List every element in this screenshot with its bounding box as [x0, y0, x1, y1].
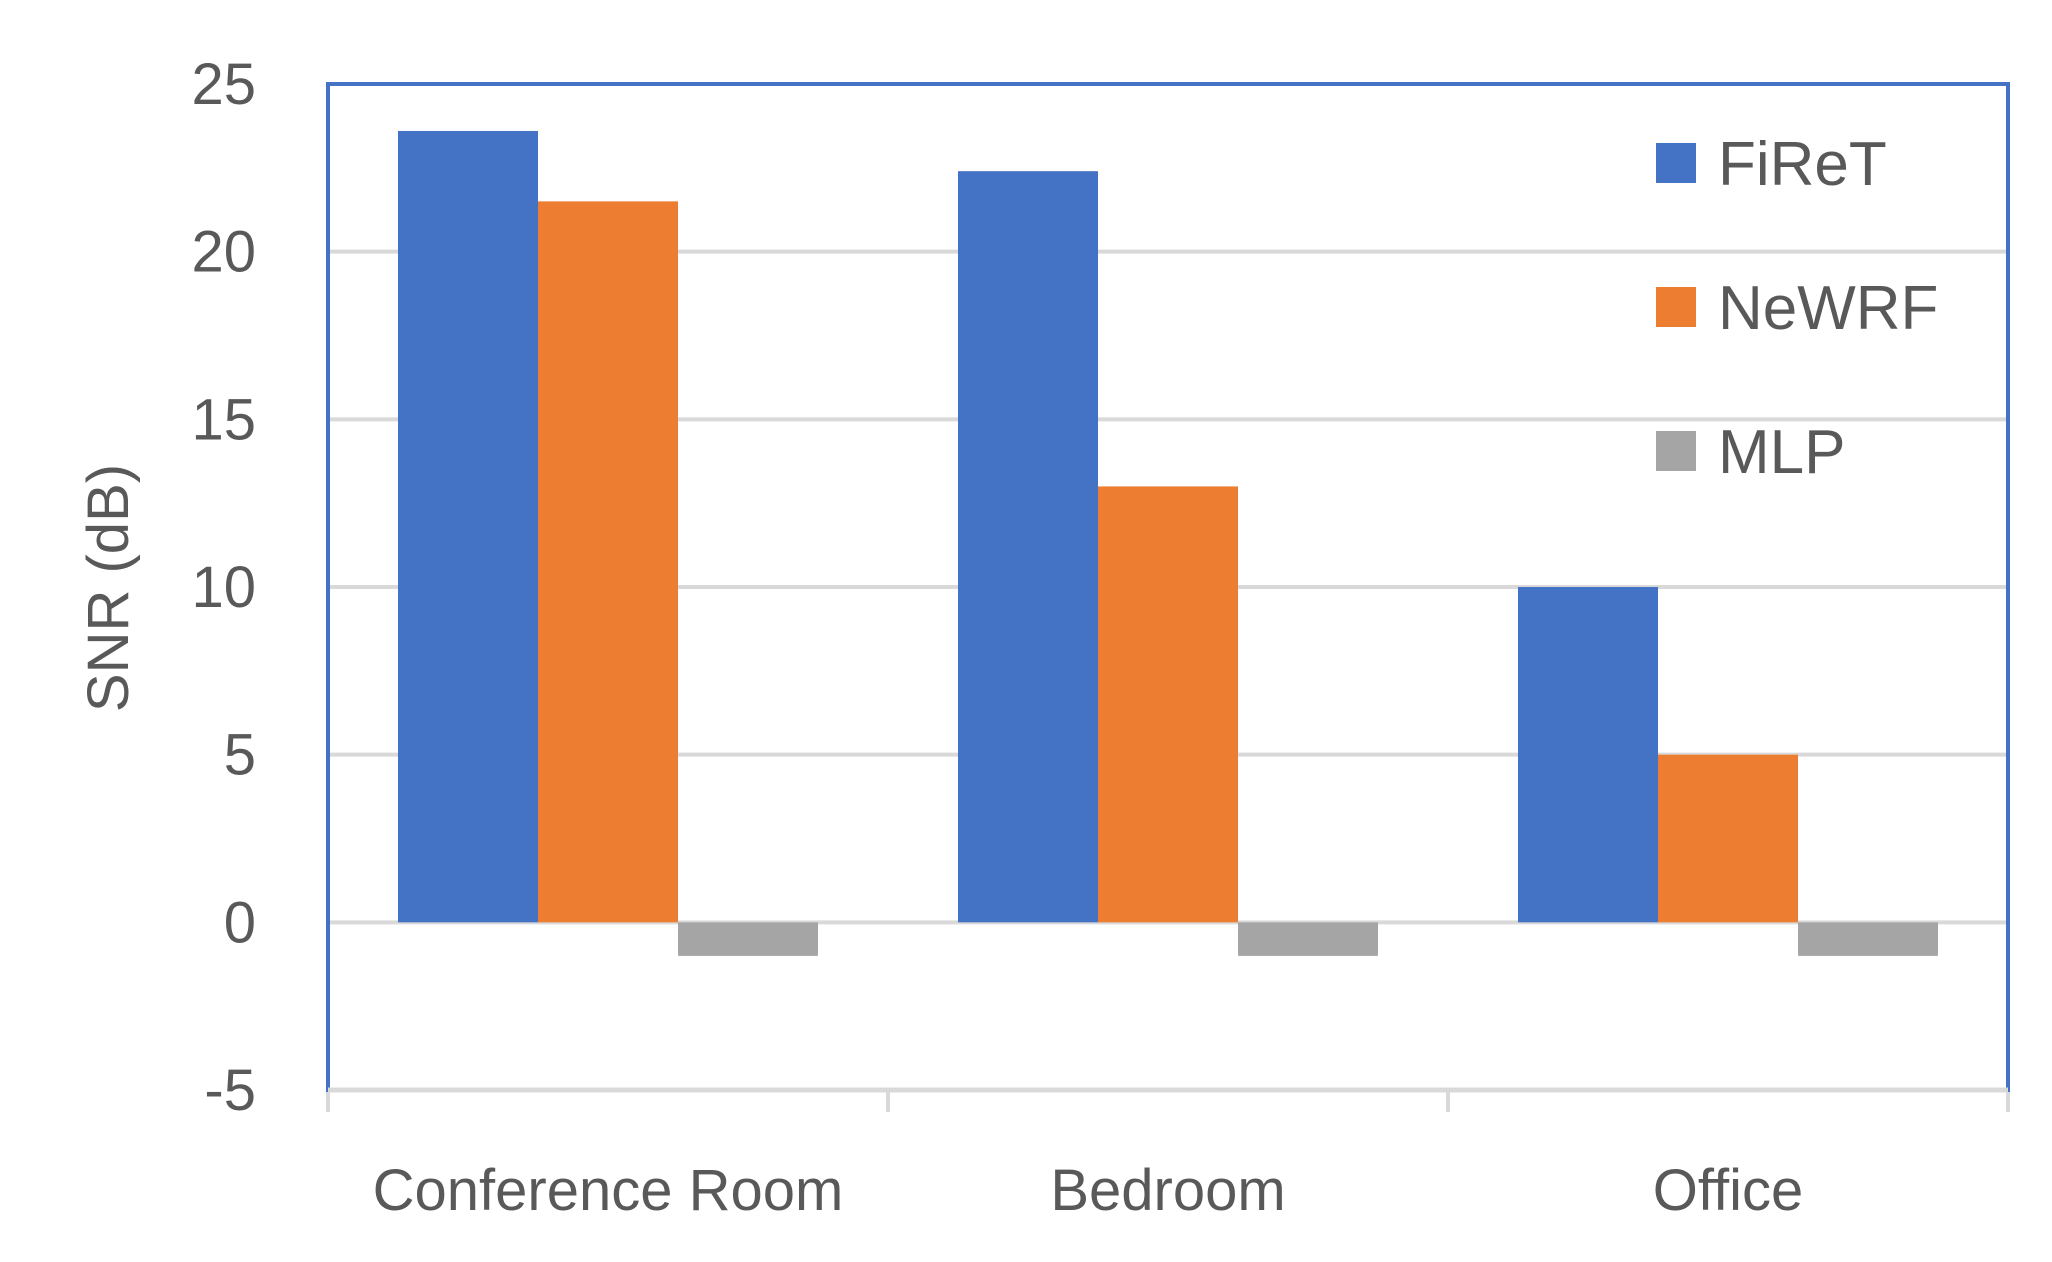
- x-tick-label: Office: [1653, 1158, 1803, 1223]
- y-tick-label: 20: [191, 220, 256, 285]
- bar-mlp-bedroom: [1238, 922, 1378, 956]
- legend-label-firet: FiReT: [1718, 130, 1887, 199]
- y-axis-title: SNR (dB): [76, 464, 141, 712]
- legend-swatch-mlp: [1656, 431, 1696, 471]
- bar-firet-office: [1518, 587, 1658, 923]
- bar-firet-conference-room: [398, 130, 538, 923]
- bar-newrf-office: [1658, 754, 1798, 923]
- x-tick-labels: Conference Room Bedroom Office: [373, 1158, 1804, 1223]
- legend-label-newrf: NeWRF: [1718, 274, 1938, 343]
- legend-label-mlp: MLP: [1718, 418, 1845, 487]
- y-tick-label: 0: [224, 890, 256, 955]
- y-tick-labels: 25 20 15 10 5 0 -5: [191, 52, 256, 1123]
- legend-swatch-newrf: [1656, 287, 1696, 327]
- y-tick-label: 15: [191, 387, 256, 452]
- bar-newrf-bedroom: [1098, 486, 1238, 923]
- y-tick-label: 25: [191, 52, 256, 117]
- y-tick-label: -5: [204, 1058, 256, 1123]
- x-tick-label: Bedroom: [1050, 1158, 1285, 1223]
- bar-mlp-conference-room: [678, 922, 818, 956]
- bar-mlp-office: [1798, 922, 1938, 956]
- y-tick-label: 5: [224, 723, 256, 788]
- bars: [398, 130, 1938, 956]
- x-tick-label: Conference Room: [373, 1158, 844, 1223]
- y-tick-label: 10: [191, 555, 256, 620]
- axes: [326, 1088, 2010, 1112]
- legend: FiReT NeWRF MLP: [1656, 130, 1938, 487]
- legend-swatch-firet: [1656, 143, 1696, 183]
- bar-firet-bedroom: [958, 171, 1098, 923]
- bar-newrf-conference-room: [538, 201, 678, 923]
